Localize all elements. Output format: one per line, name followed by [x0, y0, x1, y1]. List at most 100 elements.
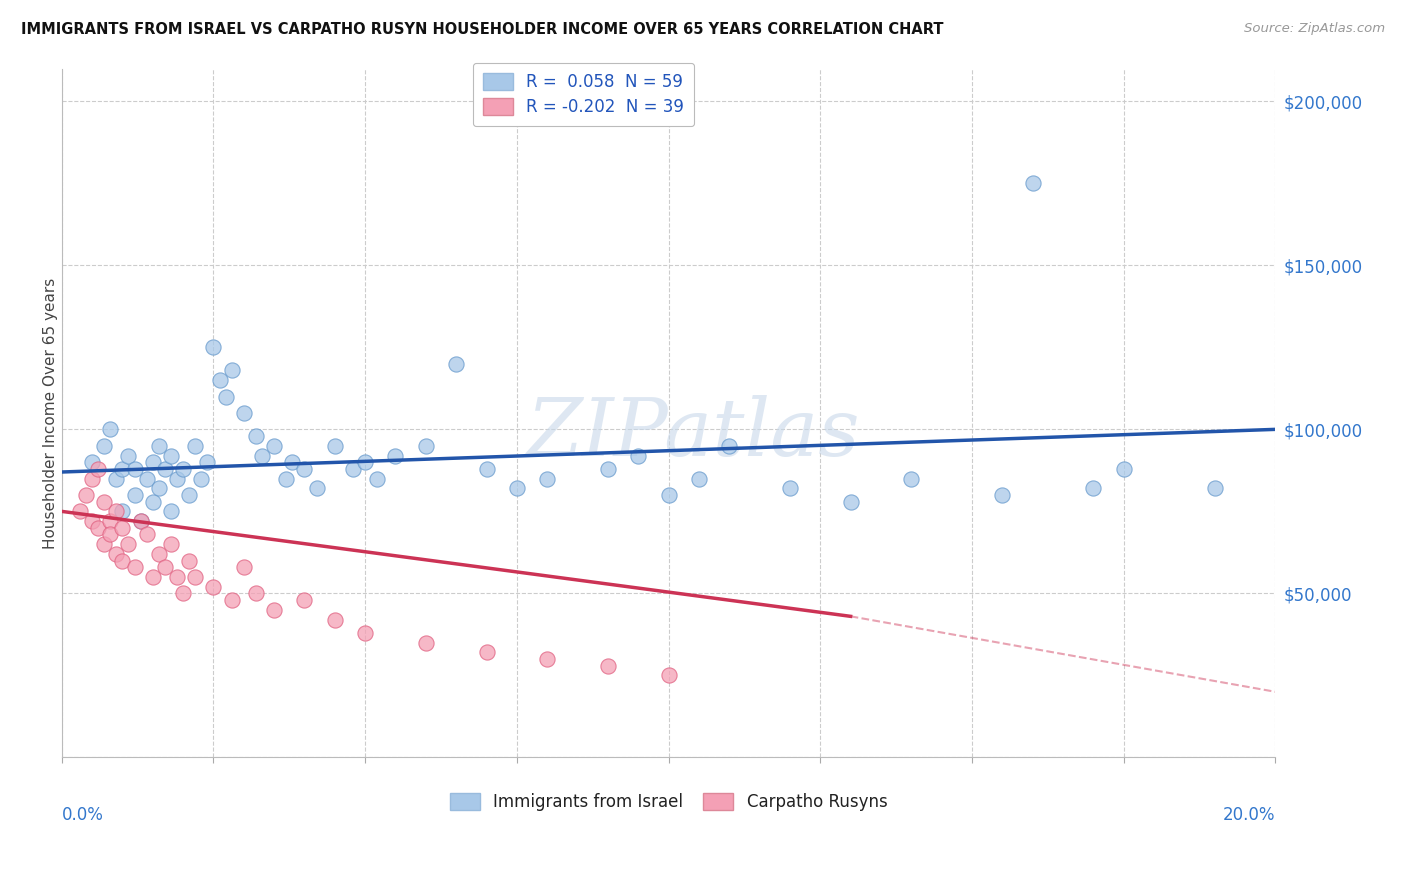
Point: [658, 488, 681, 502]
Point: [153, 560, 176, 574]
Point: [342, 461, 364, 475]
Point: [148, 439, 170, 453]
Point: [124, 461, 146, 475]
Point: [658, 668, 681, 682]
Point: [93, 439, 115, 453]
Point: [305, 482, 328, 496]
Point: [142, 455, 165, 469]
Point: [221, 363, 243, 377]
Y-axis label: Householder Income Over 65 years: Householder Income Over 65 years: [44, 277, 58, 549]
Point: [444, 357, 467, 371]
Point: [69, 504, 91, 518]
Point: [172, 461, 194, 475]
Point: [263, 603, 285, 617]
Point: [98, 422, 121, 436]
Point: [111, 504, 134, 518]
Point: [98, 514, 121, 528]
Point: [142, 494, 165, 508]
Point: [190, 472, 212, 486]
Point: [135, 527, 157, 541]
Point: [111, 461, 134, 475]
Point: [384, 449, 406, 463]
Point: [323, 439, 346, 453]
Point: [111, 553, 134, 567]
Point: [475, 461, 498, 475]
Point: [221, 593, 243, 607]
Point: [87, 521, 110, 535]
Text: ZIPatlas: ZIPatlas: [526, 395, 859, 473]
Point: [179, 488, 201, 502]
Point: [1083, 482, 1105, 496]
Point: [323, 613, 346, 627]
Point: [80, 455, 103, 469]
Point: [160, 537, 183, 551]
Point: [354, 455, 377, 469]
Point: [166, 570, 188, 584]
Text: Source: ZipAtlas.com: Source: ZipAtlas.com: [1244, 22, 1385, 36]
Point: [354, 625, 377, 640]
Point: [900, 472, 922, 486]
Point: [124, 560, 146, 574]
Point: [208, 373, 231, 387]
Point: [596, 461, 619, 475]
Point: [98, 527, 121, 541]
Point: [294, 461, 316, 475]
Point: [1112, 461, 1135, 475]
Point: [148, 547, 170, 561]
Point: [142, 570, 165, 584]
Point: [245, 586, 267, 600]
Point: [415, 635, 437, 649]
Point: [294, 593, 316, 607]
Point: [135, 472, 157, 486]
Point: [627, 449, 650, 463]
Point: [148, 482, 170, 496]
Point: [281, 455, 304, 469]
Point: [276, 472, 298, 486]
Point: [232, 560, 254, 574]
Point: [1204, 482, 1226, 496]
Point: [117, 449, 139, 463]
Point: [232, 406, 254, 420]
Point: [263, 439, 285, 453]
Point: [93, 494, 115, 508]
Point: [93, 537, 115, 551]
Point: [80, 514, 103, 528]
Point: [160, 504, 183, 518]
Point: [111, 521, 134, 535]
Point: [596, 658, 619, 673]
Point: [839, 494, 862, 508]
Point: [75, 488, 97, 502]
Legend: Immigrants from Israel, Carpatho Rusyns: Immigrants from Israel, Carpatho Rusyns: [443, 787, 894, 818]
Point: [250, 449, 273, 463]
Point: [202, 340, 225, 354]
Point: [124, 488, 146, 502]
Point: [184, 570, 207, 584]
Point: [105, 547, 128, 561]
Point: [245, 429, 267, 443]
Point: [160, 449, 183, 463]
Point: [415, 439, 437, 453]
Point: [718, 439, 741, 453]
Point: [536, 652, 558, 666]
Point: [991, 488, 1014, 502]
Text: 20.0%: 20.0%: [1223, 805, 1275, 823]
Point: [80, 472, 103, 486]
Point: [105, 472, 128, 486]
Point: [202, 580, 225, 594]
Point: [506, 482, 529, 496]
Point: [1021, 177, 1043, 191]
Point: [129, 514, 152, 528]
Point: [688, 472, 710, 486]
Point: [129, 514, 152, 528]
Point: [779, 482, 801, 496]
Point: [184, 439, 207, 453]
Point: [475, 645, 498, 659]
Point: [179, 553, 201, 567]
Point: [117, 537, 139, 551]
Point: [166, 472, 188, 486]
Point: [366, 472, 388, 486]
Point: [214, 390, 236, 404]
Point: [153, 461, 176, 475]
Text: IMMIGRANTS FROM ISRAEL VS CARPATHO RUSYN HOUSEHOLDER INCOME OVER 65 YEARS CORREL: IMMIGRANTS FROM ISRAEL VS CARPATHO RUSYN…: [21, 22, 943, 37]
Text: 0.0%: 0.0%: [62, 805, 104, 823]
